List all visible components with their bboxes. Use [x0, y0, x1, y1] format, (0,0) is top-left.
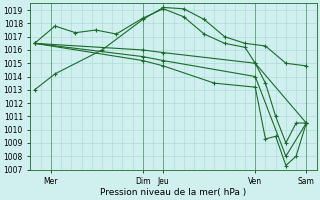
X-axis label: Pression niveau de la mer( hPa ): Pression niveau de la mer( hPa ) — [100, 188, 247, 197]
